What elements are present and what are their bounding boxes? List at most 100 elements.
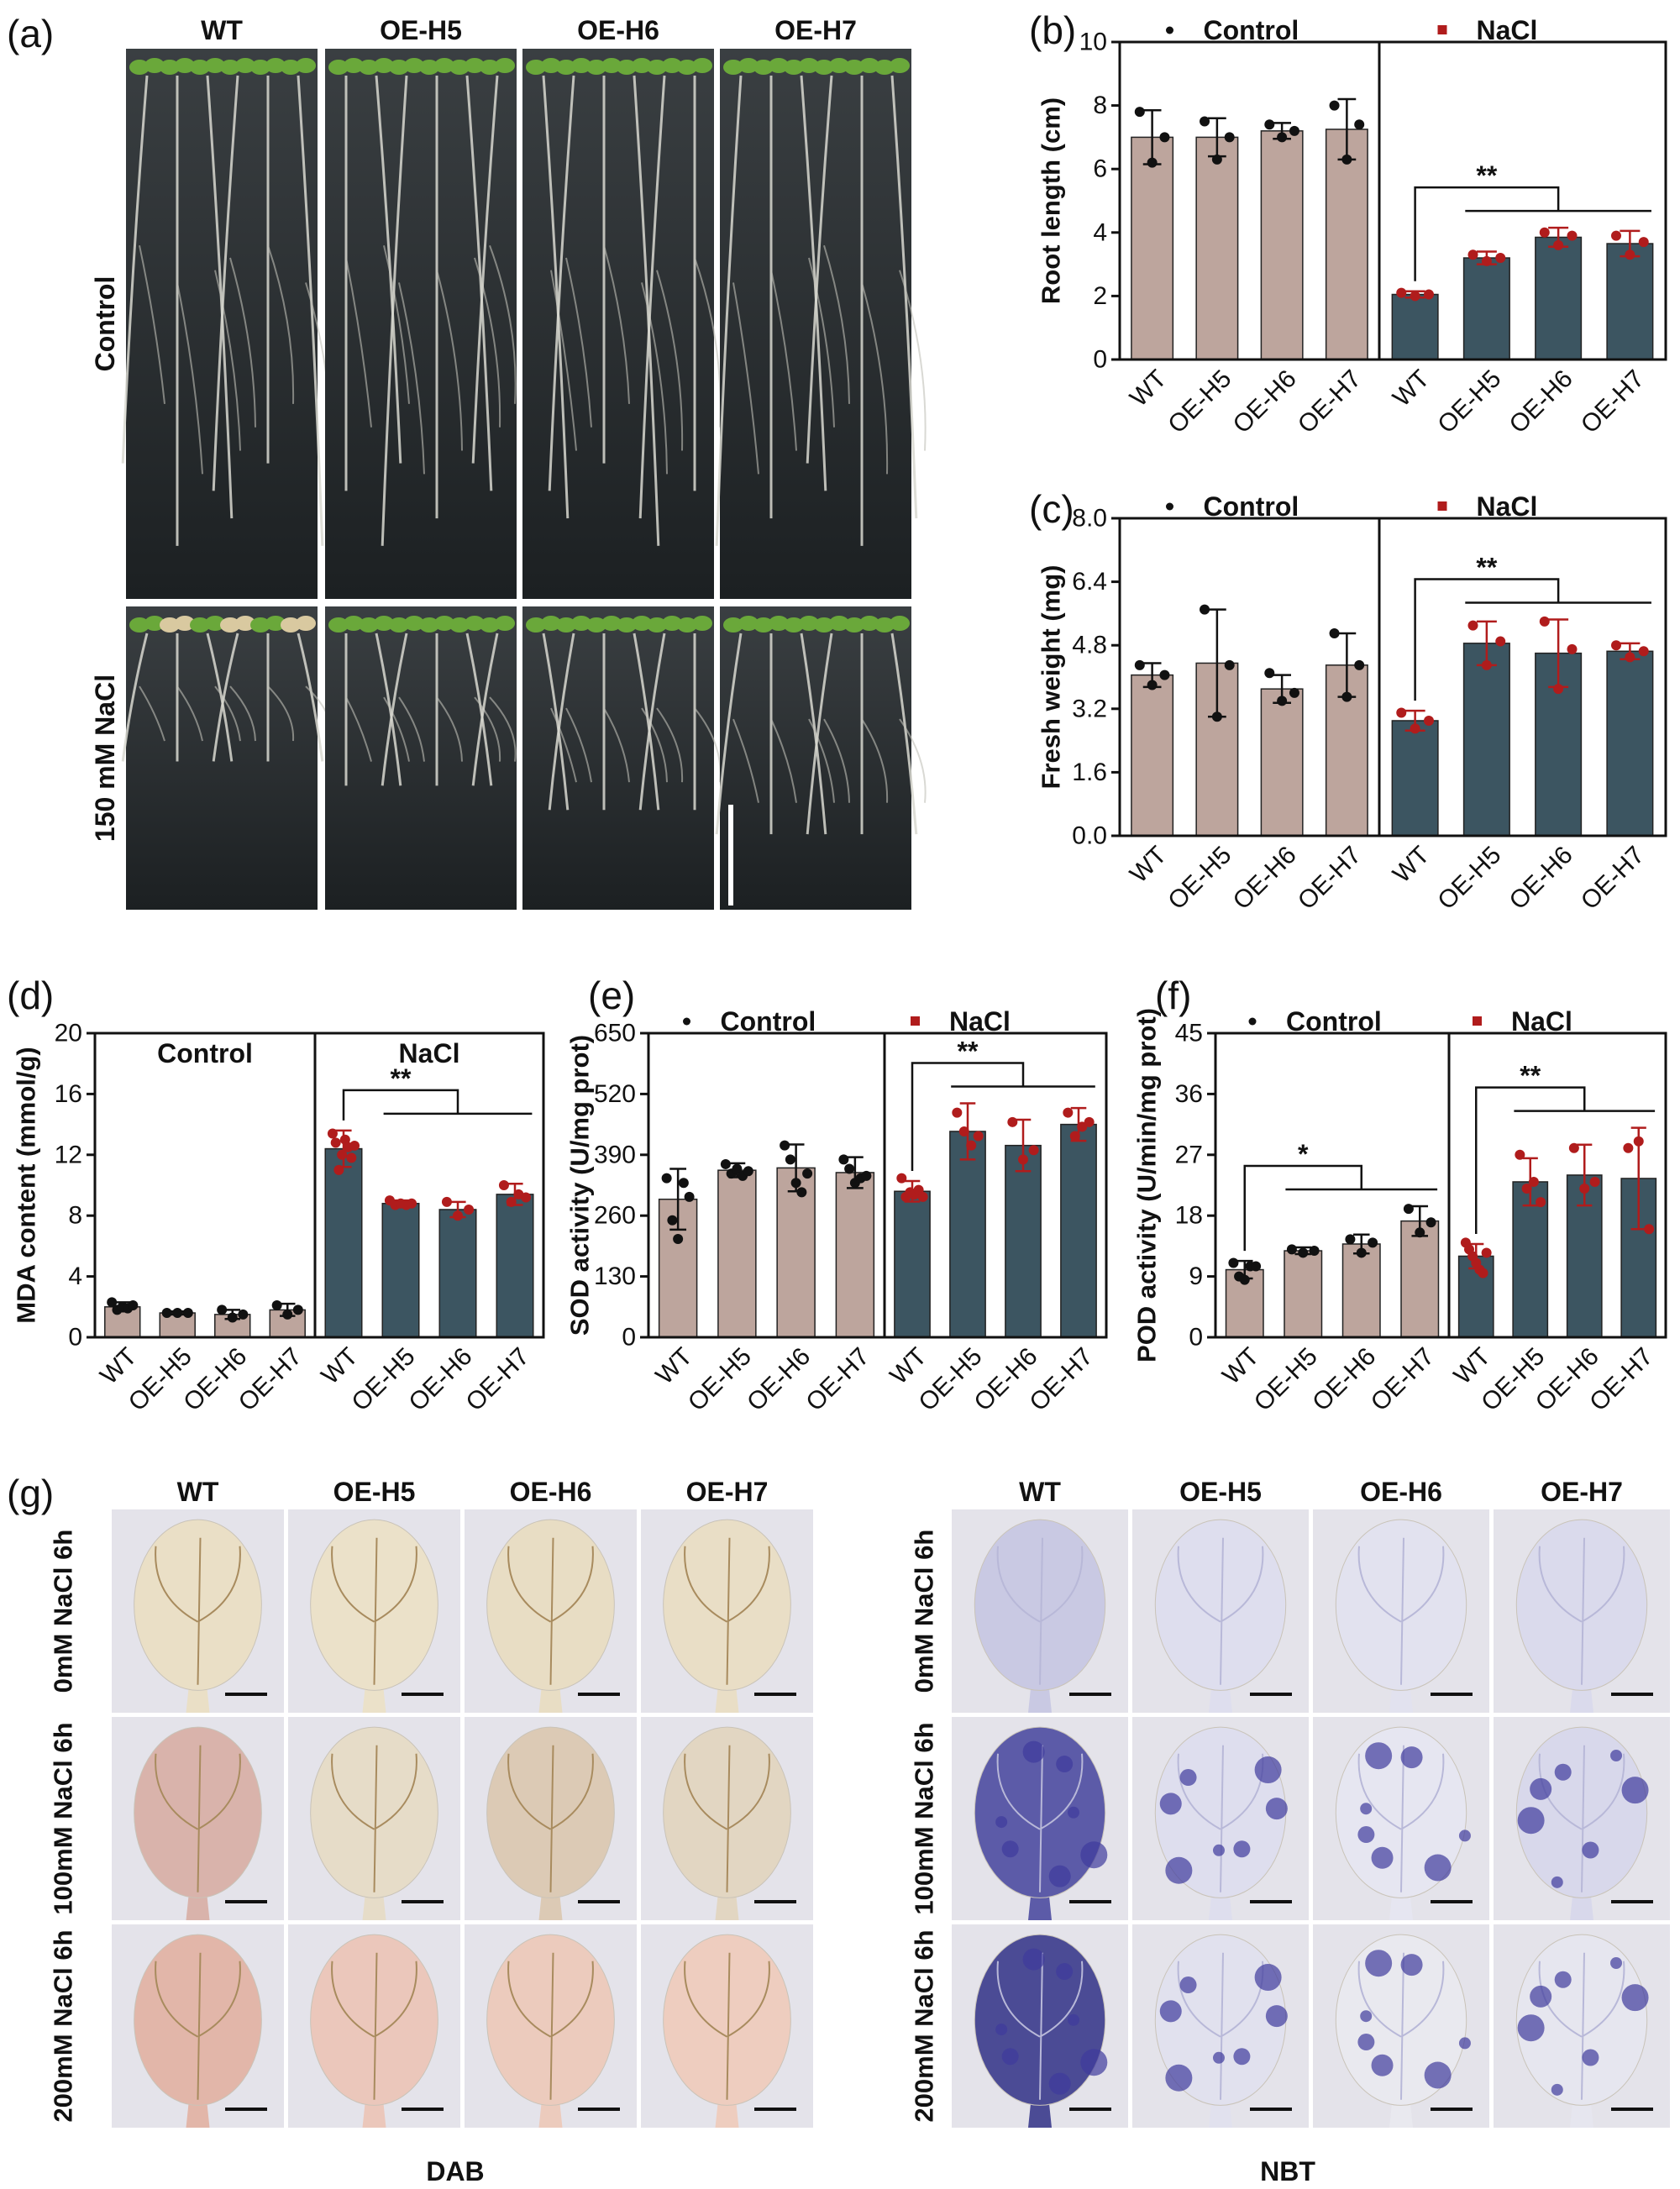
data-point xyxy=(107,1297,118,1308)
panel-label: (a) xyxy=(7,12,54,55)
stain-spot xyxy=(1159,2000,1182,2023)
leaf-vein xyxy=(684,1745,770,1892)
data-point xyxy=(1134,107,1145,118)
data-point xyxy=(1063,1107,1074,1118)
x-tick-label: OE-H7 xyxy=(801,1342,874,1416)
lateral-root xyxy=(345,696,372,762)
cotyledon xyxy=(556,60,576,75)
lateral-root xyxy=(436,696,463,762)
cotyledon xyxy=(662,616,682,631)
x-tick-label: OE-H5 xyxy=(1249,1342,1323,1416)
cotyledon xyxy=(220,60,240,75)
lateral-root xyxy=(641,282,668,475)
lateral-root xyxy=(641,707,668,783)
cotyledon xyxy=(265,616,286,631)
lateral-root xyxy=(656,707,684,783)
lateral-root xyxy=(474,257,501,428)
root xyxy=(715,633,743,835)
data-point xyxy=(172,1308,183,1319)
cotyledon xyxy=(419,60,439,75)
data-point xyxy=(1633,1136,1644,1147)
root xyxy=(542,75,570,519)
row-label: 200mM NaCl 6h xyxy=(49,1929,78,2122)
bar xyxy=(1535,236,1583,360)
stain-spot xyxy=(1360,2010,1373,2023)
root xyxy=(548,633,575,811)
stain-spot xyxy=(1360,1803,1373,1815)
lateral-root xyxy=(732,282,759,475)
leaf xyxy=(134,1934,262,2106)
stain-spot xyxy=(1400,1746,1423,1769)
root xyxy=(638,75,666,519)
cotyledon xyxy=(753,617,774,633)
plate-photo xyxy=(325,49,517,599)
cotyledon xyxy=(632,616,652,631)
row-label: 100mM NaCl 6h xyxy=(49,1722,78,1914)
plot-frame xyxy=(1214,1032,1667,1339)
bar xyxy=(1284,1250,1323,1338)
legend-label: NaCl xyxy=(1477,15,1538,45)
data-point xyxy=(1579,1184,1590,1194)
legend-marker xyxy=(911,1016,920,1026)
cotyledon xyxy=(677,60,697,75)
leaf-vein xyxy=(684,1952,770,2100)
cotyledon xyxy=(769,616,789,631)
data-point xyxy=(1425,1217,1436,1228)
bar xyxy=(381,1202,420,1338)
y-tick-label: 0 xyxy=(622,1324,636,1352)
lateral-root xyxy=(345,257,372,428)
legend-label: Control xyxy=(1204,15,1299,45)
cotyledon xyxy=(844,617,864,633)
data-point xyxy=(1553,684,1564,695)
stain-spot xyxy=(1357,2034,1375,2051)
data-point xyxy=(1286,1244,1297,1255)
cotyledon xyxy=(814,60,834,75)
data-point xyxy=(292,1304,303,1315)
legend-marker xyxy=(683,1017,690,1026)
data-point xyxy=(1224,659,1235,670)
y-tick-label: 9 xyxy=(1189,1262,1203,1290)
data-point xyxy=(1200,116,1210,127)
column-header: OE-H7 xyxy=(686,1477,769,1507)
x-tick-label: OE-H5 xyxy=(1432,365,1506,438)
y-tick-label: 12 xyxy=(55,1141,82,1168)
lateral-root xyxy=(550,270,577,451)
x-tick-label: WT xyxy=(650,1342,697,1389)
data-point xyxy=(1403,1204,1414,1215)
bar xyxy=(894,1190,931,1338)
x-tick-label: WT xyxy=(1388,841,1435,888)
panel-label: (d) xyxy=(7,974,54,1017)
root xyxy=(297,633,324,762)
x-tick-label: WT xyxy=(316,1342,363,1389)
column-header: OE-H6 xyxy=(577,15,659,45)
leaf-vein xyxy=(155,1745,241,1892)
y-axis-title: MDA content (mmol/g) xyxy=(12,1047,41,1323)
data-point xyxy=(1568,1142,1579,1153)
row-label: 150 mM NaCl xyxy=(90,675,120,842)
y-tick-label: 4 xyxy=(68,1262,82,1290)
plate-photo xyxy=(325,606,517,910)
stain-spot xyxy=(1554,1971,1572,1988)
data-point xyxy=(1423,289,1434,300)
cotyledon xyxy=(480,617,500,633)
plate-photo xyxy=(522,606,714,910)
stain-spot xyxy=(1621,1777,1649,1804)
data-point xyxy=(1521,1184,1532,1194)
root xyxy=(121,75,149,464)
root xyxy=(548,75,575,491)
cotyledon xyxy=(449,60,470,75)
x-tick-label: WT xyxy=(1125,841,1172,888)
data-point xyxy=(182,1308,193,1319)
y-tick-label: 0.0 xyxy=(1072,822,1107,850)
data-point xyxy=(1495,636,1506,647)
stain-spot xyxy=(995,1816,1008,1829)
y-axis-title: Root length (cm) xyxy=(1037,97,1066,304)
significance-bracket xyxy=(1475,1086,1586,1234)
data-point xyxy=(521,1192,532,1203)
cotyledon xyxy=(814,617,834,633)
cotyledon xyxy=(434,58,454,73)
leaf xyxy=(1335,1519,1467,1691)
data-point xyxy=(1329,100,1340,111)
y-tick-label: 20 xyxy=(55,1020,82,1047)
data-point xyxy=(349,1140,360,1151)
